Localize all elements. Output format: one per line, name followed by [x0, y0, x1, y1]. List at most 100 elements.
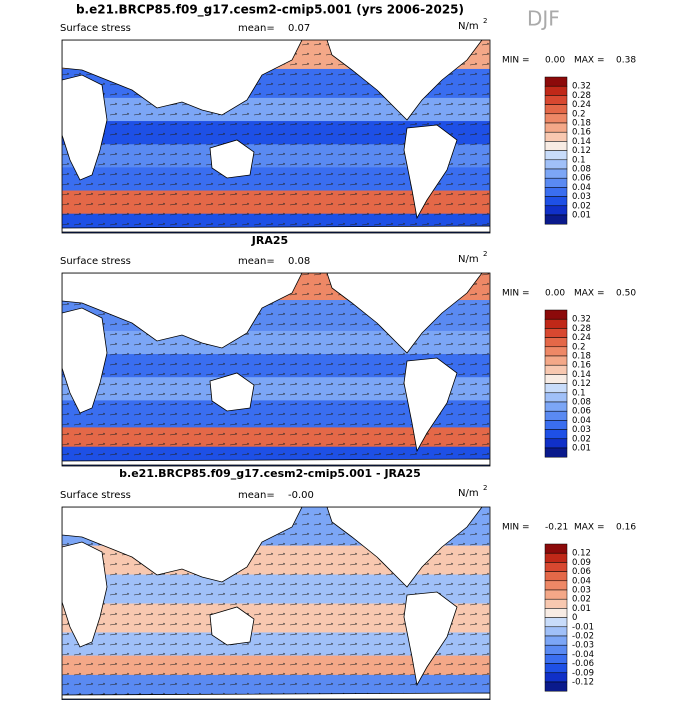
colorbar-box — [544, 626, 568, 637]
min-label: MIN = — [502, 289, 530, 299]
units-exponent: 2 — [483, 484, 487, 492]
panel-title: JRA25 — [251, 234, 288, 247]
colorbar-box — [544, 392, 568, 403]
colorbar-box — [544, 420, 568, 430]
colorbar-label: 0.28 — [572, 91, 591, 101]
colorbar-label: 0.02 — [572, 595, 591, 605]
colorbar-box — [544, 608, 568, 618]
season: DJF — [527, 7, 560, 31]
map — [62, 40, 490, 233]
colorbar-box — [544, 410, 568, 421]
colorbar-box — [544, 571, 568, 582]
variable-label: Surface stress — [60, 490, 131, 501]
map — [62, 507, 490, 700]
colorbar-box — [544, 196, 568, 207]
figure-title: b.e21.BRCP85.f09_g17.cesm2-cmip5.001 (yr… — [76, 3, 464, 18]
colorbar-label: 0.32 — [572, 82, 591, 92]
colorbar-label: 0.08 — [572, 398, 591, 408]
colorbar-label: 0.14 — [572, 370, 591, 380]
colorbar-box — [544, 159, 568, 170]
min-value: -0.21 — [545, 523, 568, 533]
colorbar-box — [544, 364, 568, 375]
colorbar-box — [544, 346, 568, 357]
colorbar-label: 0.06 — [572, 407, 591, 417]
mean-label: mean= — [238, 256, 275, 267]
colorbar-box — [544, 355, 568, 366]
colorbar-box — [544, 447, 568, 458]
colorbar-label: 0.24 — [572, 100, 591, 110]
colorbar-label: 0.01 — [572, 604, 591, 614]
min-label: MIN = — [502, 56, 530, 66]
units: N/m — [458, 254, 479, 265]
colorbar-box — [544, 318, 568, 329]
colorbar-label: -0.04 — [572, 650, 594, 660]
colorbar-label: -0.01 — [572, 622, 594, 632]
variable-label: Surface stress — [60, 23, 131, 34]
units: N/m — [458, 488, 479, 499]
max-label: MAX = — [574, 523, 605, 533]
colorbar-box — [544, 635, 568, 646]
colorbar-label: 0.12 — [572, 146, 591, 156]
colorbar-label: 0.2 — [572, 109, 586, 119]
colorbar-label: 0.04 — [572, 183, 591, 193]
min-label: MIN = — [502, 523, 530, 533]
colorbar-box — [544, 598, 568, 609]
colorbar-box — [544, 104, 568, 115]
colorbar-box — [544, 617, 568, 628]
mean-label: mean= — [238, 23, 275, 34]
colorbar-box — [544, 654, 568, 664]
map — [62, 273, 490, 466]
colorbar-label: 0.09 — [572, 558, 591, 568]
colorbar-label: 0.18 — [572, 352, 591, 362]
colorbar-label: 0.03 — [572, 192, 591, 202]
colorbar-label: 0.14 — [572, 137, 591, 147]
colorbar-box — [544, 328, 568, 338]
map-frame — [61, 39, 491, 234]
colorbar-box — [544, 141, 568, 151]
colorbar-label: 0.06 — [572, 174, 591, 184]
colorbar-box — [544, 543, 568, 554]
min-value: 0.00 — [545, 56, 565, 66]
colorbar-label: -0.03 — [572, 641, 594, 651]
colorbar-box — [544, 429, 568, 440]
max-value: 0.16 — [616, 523, 636, 533]
colorbar-label: 0.2 — [572, 342, 586, 352]
colorbar-label: 0.12 — [572, 549, 591, 559]
colorbar-box — [544, 562, 568, 572]
colorbar-label: 0.02 — [572, 434, 591, 444]
mean-value: -0.00 — [288, 490, 314, 501]
colorbar-box — [544, 309, 568, 320]
colorbar-box — [544, 95, 568, 105]
colorbar-label: 0.18 — [572, 119, 591, 129]
colorbar-box — [544, 672, 568, 683]
min-value: 0.00 — [545, 289, 565, 299]
colorbar-label: 0.28 — [572, 324, 591, 334]
panel: JRA25 Surface stress mean= 0.08 N/m 2 MIN = 0.0… — [60, 234, 636, 467]
colorbar-label: -0.06 — [572, 659, 594, 669]
mean-label: mean= — [238, 490, 275, 501]
colorbar-label: 0.01 — [572, 211, 591, 221]
colorbar-box — [544, 150, 568, 161]
colorbar-label: -0.02 — [572, 632, 594, 642]
colorbar-label: 0.12 — [572, 379, 591, 389]
mean-value: 0.07 — [288, 23, 310, 34]
max-value: 0.50 — [616, 289, 636, 299]
colorbar-box — [544, 644, 568, 655]
colorbar-box — [544, 168, 568, 179]
colorbar-box — [544, 85, 568, 96]
colorbar-box — [544, 337, 568, 348]
colorbar-label: 0.32 — [572, 315, 591, 325]
colorbar-label: 0.24 — [572, 333, 591, 343]
colorbar-label: 0.03 — [572, 586, 591, 596]
colorbar-label: 0.1 — [572, 388, 586, 398]
colorbar-label: 0.06 — [572, 567, 591, 577]
colorbar-label: 0 — [572, 613, 577, 623]
colorbar-box — [544, 374, 568, 384]
panel: Surface stress mean= 0.07 N/m 2 MIN = 0.00 MAX … — [60, 17, 636, 234]
units: N/m — [458, 21, 479, 32]
units-exponent: 2 — [483, 250, 487, 258]
colorbar-box — [544, 205, 568, 216]
panel-title: b.e21.BRCP85.f09_g17.cesm2-cmip5.001 - J… — [119, 467, 421, 480]
colorbar-label: 0.03 — [572, 425, 591, 435]
